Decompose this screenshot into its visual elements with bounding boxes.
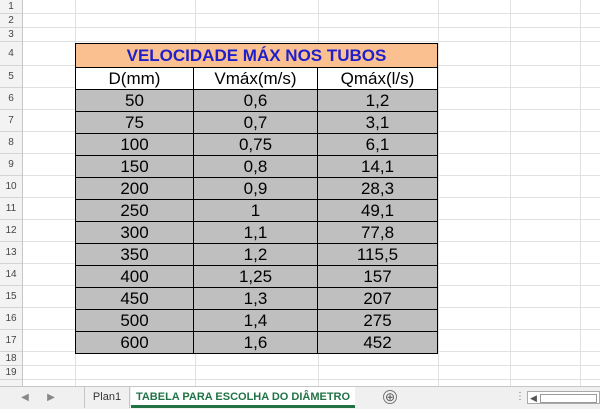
cell-diameter[interactable]: 200 (75, 177, 194, 200)
row-header[interactable]: 15 (0, 286, 22, 308)
velocity-table: VELOCIDADE MÁX NOS TUBOS D(mm) Vmáx(m/s)… (75, 43, 438, 354)
row-header[interactable]: 3 (0, 28, 22, 42)
cell-diameter[interactable]: 250 (75, 199, 194, 222)
cell-diameter[interactable]: 500 (75, 309, 194, 332)
cell-diameter[interactable]: 350 (75, 243, 194, 266)
row-header[interactable]: 1 (0, 0, 22, 14)
row-header[interactable]: 11 (0, 198, 22, 220)
row-header[interactable]: 8 (0, 132, 22, 154)
spreadsheet-grid[interactable]: 1 2 3 4 5 6 7 8 9 10 11 12 13 14 15 16 17 18 19 VELOCIDADE… (0, 0, 600, 386)
cell-flow[interactable]: 3,1 (317, 111, 438, 134)
row-header[interactable]: 14 (0, 264, 22, 286)
cell-flow[interactable]: 452 (317, 331, 438, 354)
table-row: 450 1,3 207 (75, 287, 438, 310)
row-header[interactable]: 5 (0, 66, 22, 88)
cell-flow[interactable]: 1,2 (317, 89, 438, 112)
cell-velocity[interactable]: 1,6 (193, 331, 318, 354)
table-row: 150 0,8 14,1 (75, 155, 438, 178)
cell-velocity[interactable]: 0,6 (193, 89, 318, 112)
row-header[interactable]: 18 (0, 352, 22, 366)
header-row: D(mm) Vmáx(m/s) Qmáx(l/s) (75, 67, 438, 90)
header-diameter[interactable]: D(mm) (75, 67, 194, 90)
prev-sheet-icon[interactable]: ◀ (21, 392, 29, 403)
row-header[interactable]: 7 (0, 110, 22, 132)
cell-flow[interactable]: 77,8 (317, 221, 438, 244)
table-row: 350 1,2 115,5 (75, 243, 438, 266)
cell-flow[interactable]: 14,1 (317, 155, 438, 178)
cell-velocity[interactable]: 0,8 (193, 155, 318, 178)
cell-diameter[interactable]: 450 (75, 287, 194, 310)
ellipsis-icon: ⋮ (515, 391, 525, 402)
row-header[interactable]: 19 (0, 366, 22, 380)
cell-flow[interactable]: 275 (317, 309, 438, 332)
row-header[interactable]: 2 (0, 14, 22, 28)
cell-velocity[interactable]: 1,1 (193, 221, 318, 244)
table-title[interactable]: VELOCIDADE MÁX NOS TUBOS (75, 43, 438, 68)
cell-diameter[interactable]: 600 (75, 331, 194, 354)
table-row: 500 1,4 275 (75, 309, 438, 332)
scroll-left-icon[interactable]: ◀ (530, 393, 537, 403)
cell-diameter[interactable]: 300 (75, 221, 194, 244)
cell-diameter[interactable]: 100 (75, 133, 194, 156)
table-row: 250 1 49,1 (75, 199, 438, 222)
cell-flow[interactable]: 115,5 (317, 243, 438, 266)
row-header[interactable]: 6 (0, 88, 22, 110)
header-flow[interactable]: Qmáx(l/s) (317, 67, 438, 90)
cell-velocity[interactable]: 0,7 (193, 111, 318, 134)
cell-flow[interactable]: 207 (317, 287, 438, 310)
table-body: 50 0,6 1,2 75 0,7 3,1 100 0,75 6,1 150 0,8 14,1 200 0… (75, 89, 438, 354)
header-velocity[interactable]: Vmáx(m/s) (193, 67, 318, 90)
sheet-tab-bar: ◀ ▶ Plan1 TABELA PARA ESCOLHA DO DIÂMETR… (0, 386, 600, 409)
cell-velocity[interactable]: 1,3 (193, 287, 318, 310)
table-row: 100 0,75 6,1 (75, 133, 438, 156)
cell-diameter[interactable]: 400 (75, 265, 194, 288)
cell-velocity[interactable]: 1,25 (193, 265, 318, 288)
cell-diameter[interactable]: 75 (75, 111, 194, 134)
cell-velocity[interactable]: 1,4 (193, 309, 318, 332)
table-row: 300 1,1 77,8 (75, 221, 438, 244)
horizontal-scrollbar[interactable]: ◀ (527, 391, 600, 404)
row-header[interactable]: 9 (0, 154, 22, 176)
cell-velocity[interactable]: 0,9 (193, 177, 318, 200)
next-sheet-icon[interactable]: ▶ (47, 392, 55, 403)
cell-flow[interactable]: 6,1 (317, 133, 438, 156)
row-header[interactable]: 13 (0, 242, 22, 264)
cell-flow[interactable]: 157 (317, 265, 438, 288)
row-header[interactable]: 16 (0, 308, 22, 330)
cell-diameter[interactable]: 150 (75, 155, 194, 178)
table-row: 75 0,7 3,1 (75, 111, 438, 134)
add-sheet-icon[interactable]: ⊕ (383, 390, 397, 404)
cell-flow[interactable]: 28,3 (317, 177, 438, 200)
table-row: 400 1,25 157 (75, 265, 438, 288)
tab-plan1[interactable]: Plan1 (84, 387, 130, 408)
row-header[interactable]: 12 (0, 220, 22, 242)
cell-diameter[interactable]: 50 (75, 89, 194, 112)
cell-velocity[interactable]: 0,75 (193, 133, 318, 156)
scroll-thumb[interactable] (540, 394, 597, 403)
cell-velocity[interactable]: 1,2 (193, 243, 318, 266)
tab-tabela-diametro[interactable]: TABELA PARA ESCOLHA DO DIÂMETRO (131, 387, 355, 408)
row-header[interactable]: 10 (0, 176, 22, 198)
table-row: 600 1,6 452 (75, 331, 438, 354)
table-row: 200 0,9 28,3 (75, 177, 438, 200)
cell-flow[interactable]: 49,1 (317, 199, 438, 222)
row-header[interactable]: 17 (0, 330, 22, 352)
row-headers: 1 2 3 4 5 6 7 8 9 10 11 12 13 14 15 16 17 18 19 (0, 0, 23, 386)
table-row: 50 0,6 1,2 (75, 89, 438, 112)
row-header[interactable]: 4 (0, 42, 22, 66)
cell-velocity[interactable]: 1 (193, 199, 318, 222)
